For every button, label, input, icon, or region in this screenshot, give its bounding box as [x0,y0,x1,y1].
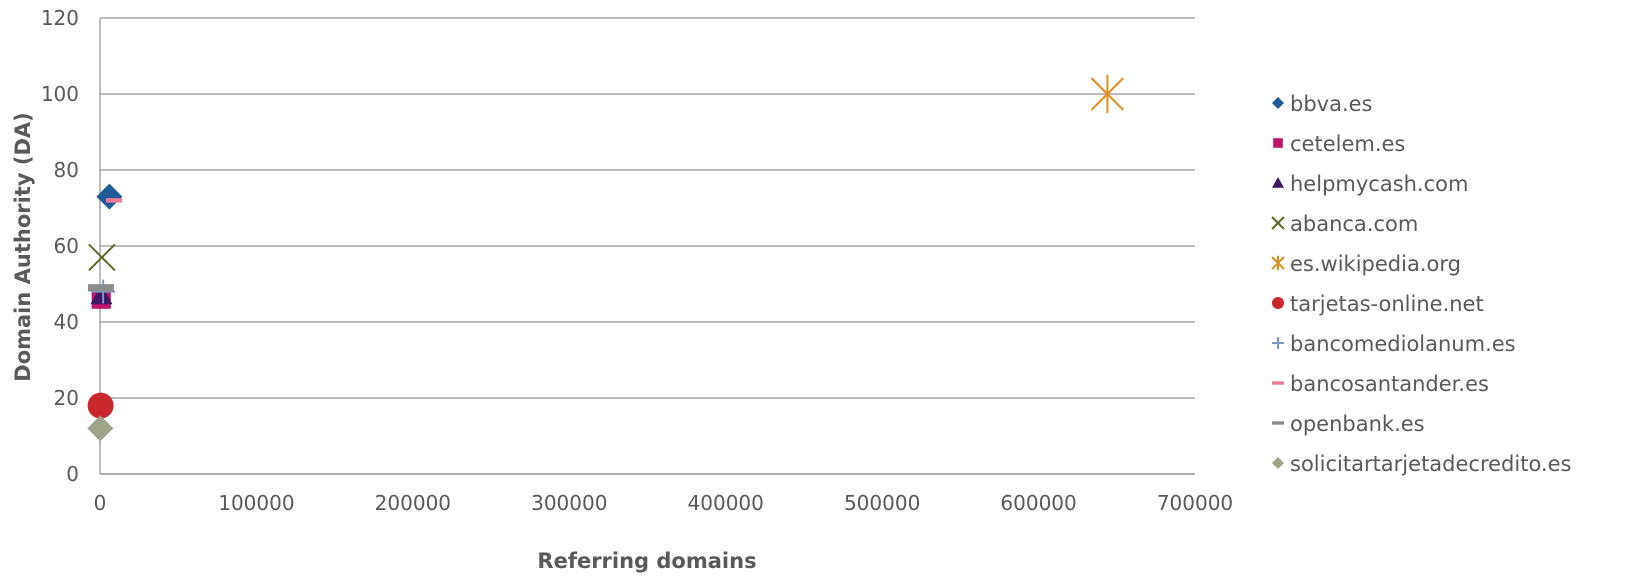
legend-label: solicitartarjetadecredito.es [1290,452,1571,476]
y-axis-tick-labels: 0 20 40 60 80 100 120 [41,6,79,486]
data-point-openbank-es [87,284,114,292]
y-tick-label: 120 [41,6,79,30]
data-point-es-wikipedia-org [1090,74,1125,114]
legend-item: solicitartarjetadecredito.es [1272,452,1571,476]
data-point-abanca-com [88,243,116,272]
legend-item: helpmycash.com [1272,172,1468,196]
legend-marker-icon [1272,97,1284,109]
legend-marker-icon [1272,457,1284,469]
legend-item: bbva.es [1272,92,1373,116]
legend-item: es.wikipedia.org [1271,252,1461,276]
x-tick-label: 300000 [531,491,607,515]
legend-item: bancomediolanum.es [1272,332,1516,356]
x-tick-label: 0 [94,491,107,515]
x-axis-title: Referring domains [537,549,756,573]
data-point-solicitartarjetadecredito-es [87,415,114,442]
y-tick-label: 0 [66,462,79,486]
legend-marker-icon [1271,255,1285,271]
x-tick-label: 100000 [218,491,294,515]
legend-label: bancosantander.es [1290,372,1489,396]
y-tick-label: 60 [54,234,79,258]
x-tick-label: 400000 [688,491,764,515]
grid-lines [100,17,1195,475]
x-tick-label: 200000 [375,491,451,515]
x-axis-tick-labels: 0 100000 200000 300000 400000 500000 600000 700… [94,491,1234,515]
y-tick-label: 100 [41,82,79,106]
legend-marker-icon [1271,216,1285,230]
legend-item: cetelem.es [1273,132,1405,156]
y-tick-label: 40 [54,310,79,334]
legend-label: es.wikipedia.org [1290,252,1461,276]
data-point-bbva-es [96,183,123,210]
legend-label: abanca.com [1290,212,1418,236]
legend: bbva.es cetelem.es helpmycash.com abanca.co… [1271,92,1571,476]
legend-marker-icon [1272,381,1284,385]
legend-item: openbank.es [1272,412,1425,436]
legend-marker-icon [1272,177,1284,188]
legend-label: bbva.es [1290,92,1373,116]
data-point-bancosantander-es [106,198,123,203]
legend-label: tarjetas-online.net [1290,292,1484,316]
data-point-helpmycash-com [90,284,113,305]
legend-item: abanca.com [1271,212,1418,236]
x-tick-label: 700000 [1157,491,1233,515]
y-tick-label: 80 [54,158,79,182]
legend-marker-icon [1272,297,1284,309]
legend-marker-icon [1272,421,1284,425]
legend-label: cetelem.es [1290,132,1405,156]
data-points [87,74,1125,442]
data-point-bancomediolanum-es [91,279,116,304]
legend-item: bancosantander.es [1272,372,1489,396]
legend-item: tarjetas-online.net [1272,292,1484,316]
x-tick-label: 500000 [844,491,920,515]
y-axis-title: Domain Authority (DA) [11,112,35,381]
legend-marker-icon [1273,138,1283,148]
x-tick-label: 600000 [1000,491,1076,515]
y-tick-label: 20 [54,386,79,410]
legend-label: openbank.es [1290,412,1425,436]
legend-label: helpmycash.com [1290,172,1468,196]
data-point-tarjetas-online-net [87,392,114,419]
legend-label: bancomediolanum.es [1290,332,1516,356]
legend-marker-icon [1272,337,1284,349]
